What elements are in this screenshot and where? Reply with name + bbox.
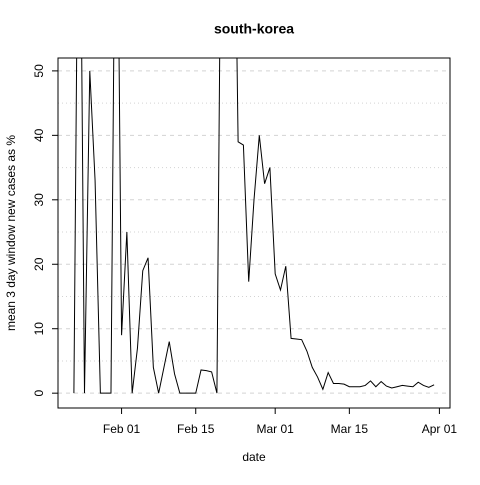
y-tick-label: 30 xyxy=(32,193,46,207)
x-tick-label: Feb 15 xyxy=(177,422,215,436)
y-tick-label: 50 xyxy=(32,64,46,78)
x-tick-label: Apr 01 xyxy=(422,422,458,436)
x-tick-label: Feb 01 xyxy=(103,422,141,436)
y-tick-label: 10 xyxy=(32,322,46,336)
x-tick-label: Mar 01 xyxy=(257,422,295,436)
plot-frame xyxy=(57,57,451,409)
y-tick-label: 0 xyxy=(32,390,46,397)
x-tick-label: Mar 15 xyxy=(331,422,369,436)
y-tick-label: 20 xyxy=(32,257,46,271)
y-tick-label: 40 xyxy=(32,128,46,142)
y-axis-label: mean 3 day window new cases as % xyxy=(4,135,18,331)
x-axis-label: date xyxy=(242,450,266,464)
chart-title: south-korea xyxy=(214,21,294,37)
data-line xyxy=(73,58,435,394)
